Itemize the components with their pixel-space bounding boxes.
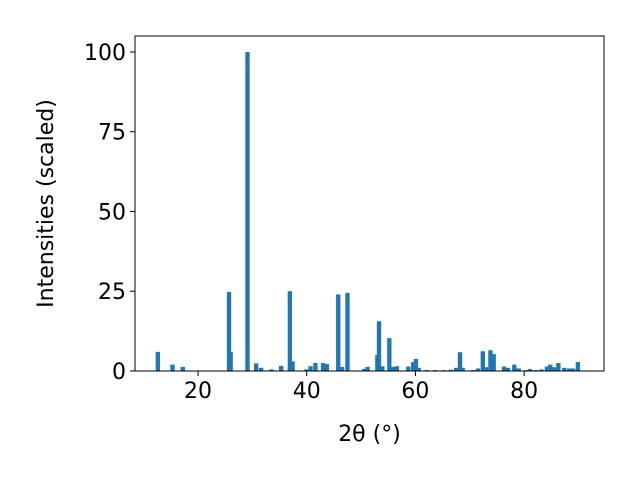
bar <box>567 368 572 371</box>
bar <box>575 362 581 371</box>
bar <box>488 350 493 371</box>
bar <box>320 363 326 371</box>
bar <box>539 369 544 371</box>
bar <box>475 368 481 371</box>
bar <box>516 368 521 371</box>
bar <box>155 351 160 371</box>
y-axis-label: Intensities (scaled) <box>34 99 59 308</box>
bar <box>457 352 463 371</box>
bar <box>394 366 400 371</box>
bar <box>290 361 295 371</box>
bar <box>483 367 489 371</box>
bar <box>365 366 370 371</box>
y-tick-label: 100 <box>84 41 126 66</box>
bar <box>527 369 533 371</box>
bar <box>387 338 392 371</box>
bar <box>339 366 345 371</box>
bar <box>336 294 341 371</box>
plot-area <box>155 51 581 371</box>
bar <box>258 367 264 371</box>
bar <box>245 51 250 371</box>
bar <box>391 366 396 371</box>
x-tick-label: 40 <box>293 379 321 404</box>
bar <box>324 363 330 371</box>
bar <box>279 365 284 371</box>
bar <box>570 368 576 371</box>
bar <box>362 368 367 371</box>
bar <box>411 362 416 371</box>
x-tick-label: 80 <box>510 379 538 404</box>
axes-frame <box>134 35 605 372</box>
bar <box>287 291 293 371</box>
y-tick-label: 25 <box>98 280 126 305</box>
bar <box>551 367 557 371</box>
bar <box>376 321 382 371</box>
bar <box>413 358 419 371</box>
bar <box>548 364 553 371</box>
x-tick-label: 20 <box>184 379 212 404</box>
y-tick-label: 50 <box>98 200 126 225</box>
bar <box>480 351 485 371</box>
y-tick-label: 75 <box>98 121 126 146</box>
bar <box>505 367 510 371</box>
bar <box>406 366 411 371</box>
bar <box>269 369 274 371</box>
bar <box>562 367 567 371</box>
bar <box>380 366 385 371</box>
x-axis-label: 2θ (°) <box>338 422 401 447</box>
bar <box>345 292 350 371</box>
bar <box>454 367 459 371</box>
bar <box>501 366 507 371</box>
bar <box>460 367 465 371</box>
bar <box>226 291 232 371</box>
bar <box>556 363 561 371</box>
bar <box>254 363 259 371</box>
bar <box>308 366 313 371</box>
bar <box>448 369 453 371</box>
bar <box>304 369 309 371</box>
bar <box>416 367 421 371</box>
bar <box>491 354 496 371</box>
bar <box>544 366 550 371</box>
bar <box>228 351 233 371</box>
bar <box>313 363 318 371</box>
y-tick-label: 0 <box>112 360 126 385</box>
bar <box>170 364 175 371</box>
bar <box>180 366 185 371</box>
bar <box>512 364 517 371</box>
x-tick-label: 60 <box>401 379 429 404</box>
